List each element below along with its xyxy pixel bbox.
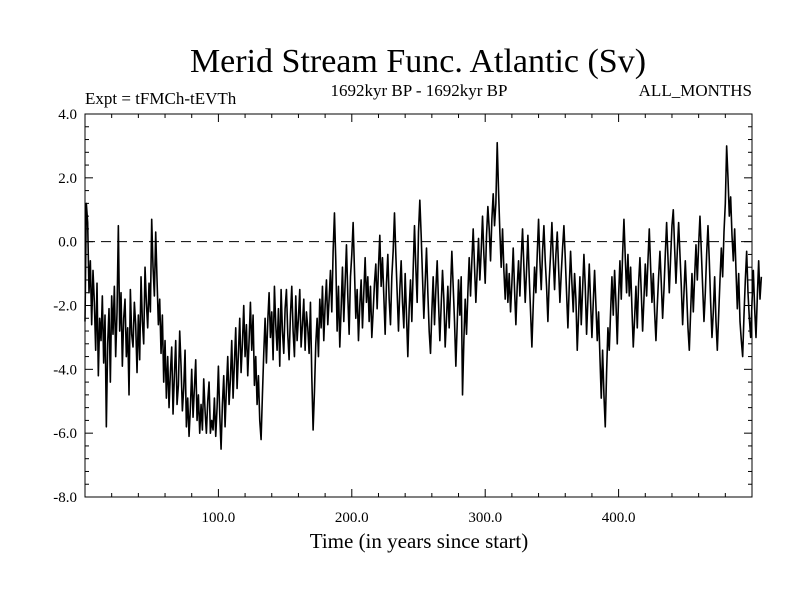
x-tick-label: 300.0 (468, 510, 502, 526)
x-axis-label: Time (in years since start) (310, 529, 529, 553)
y-tick-label: 0.0 (58, 235, 77, 251)
chart-title: Merid Stream Func. Atlantic (Sv) (190, 43, 646, 80)
y-tick-label: 4.0 (58, 107, 77, 123)
x-tick-label: 400.0 (602, 510, 636, 526)
x-axis: 100.0 200.0 300.0 400.0 (111, 114, 726, 526)
experiment-label: Expt = tFMCh-tEVTh (85, 89, 237, 108)
y-tick-label: -8.0 (53, 490, 77, 506)
y-tick-label: 2.0 (58, 171, 77, 187)
x-tick-label: 200.0 (335, 510, 369, 526)
time-range-label: 1692kyr BP - 1692kyr BP (331, 81, 508, 100)
y-tick-label: -4.0 (53, 362, 77, 378)
plot-frame (84, 113, 753, 498)
months-label: ALL_MONTHS (639, 81, 752, 100)
series-line (84, 141, 763, 450)
y-axis: 4.0 2.0 0.0 -2.0 -4.0 -6.0 -8.0 (53, 107, 752, 506)
y-tick-label: -6.0 (53, 426, 77, 442)
x-tick-label: 100.0 (202, 510, 236, 526)
y-tick-label: -2.0 (53, 299, 77, 315)
